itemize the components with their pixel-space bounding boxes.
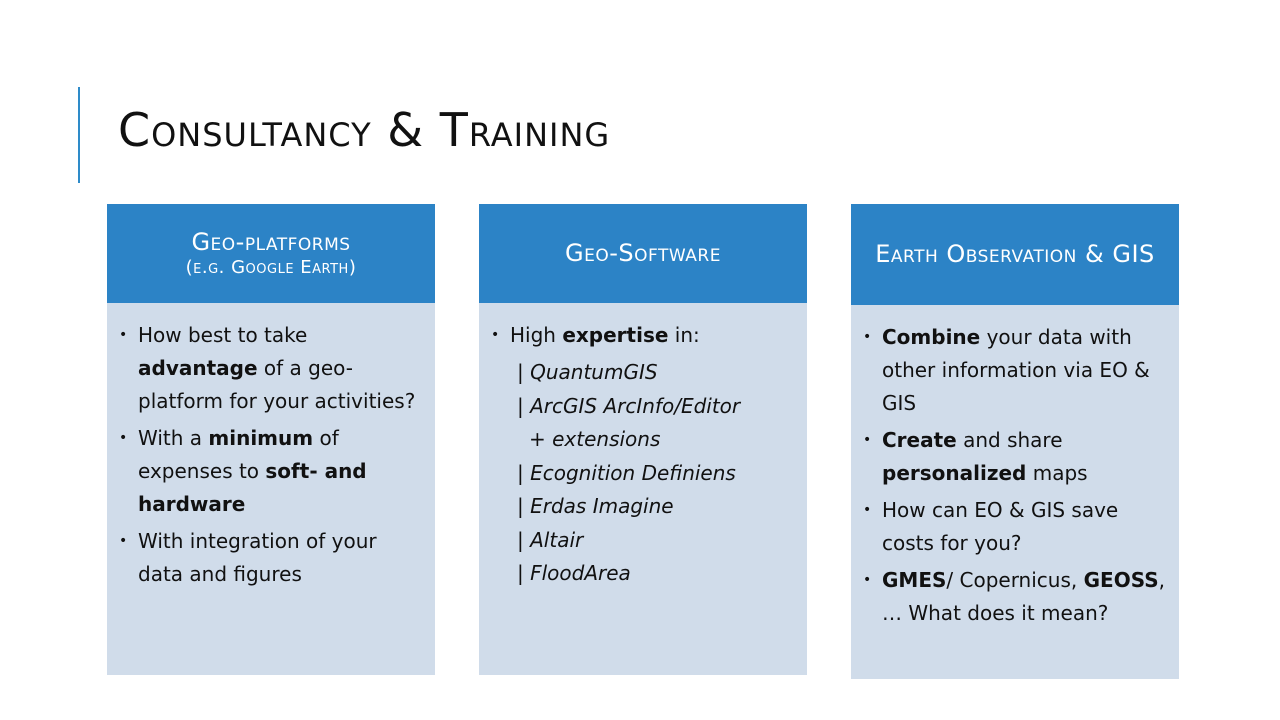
software-name: + extensions <box>529 427 661 451</box>
software-name: Erdas Imagine <box>530 494 674 518</box>
list-item: • With integration of your data and figur… <box>117 525 423 591</box>
software-item: + extensions <box>489 423 795 457</box>
bold-text: GMES <box>882 568 947 592</box>
text-run: High <box>510 323 563 347</box>
card-subheading: (e.g. Google Earth) <box>185 257 357 279</box>
software-name: Ecognition Definiens <box>530 460 736 485</box>
text-run: How best to take <box>138 323 308 347</box>
card-geo-software: Geo-Software • High expertise in: | Quan… <box>479 204 807 675</box>
list-item: • How can EO & GIS save costs for you? <box>861 494 1167 560</box>
software-name: FloodArea <box>530 561 631 585</box>
bold-text: GEOSS <box>1083 568 1159 592</box>
software-name: Altair <box>530 527 584 552</box>
bold-text: Combine <box>882 325 981 349</box>
bullet-icon: • <box>119 533 128 549</box>
text-run: your data with other information via EO … <box>882 325 1150 415</box>
slide-title: Consultancy & Training <box>118 103 611 157</box>
separator: | <box>517 494 531 518</box>
text-run: How can EO & GIS save costs for you? <box>882 498 1119 555</box>
text-run: With a <box>138 426 209 450</box>
card-heading: Earth Observation & GIS <box>875 240 1155 269</box>
software-list: | QuantumGIS | ArcGIS ArcInfo/Editor + ext… <box>489 356 795 591</box>
card-heading: Geo-platforms <box>191 228 351 257</box>
separator: | <box>517 393 531 418</box>
software-item: | QuantumGIS <box>489 356 795 390</box>
text-run: / Copernicus, <box>946 568 1084 592</box>
text-run: maps <box>1026 461 1088 485</box>
bullet-icon: • <box>863 502 872 518</box>
software-name: QuantumGIS <box>530 360 658 384</box>
list-item-text: With a minimum of expenses to soft- and … <box>138 422 423 521</box>
bullet-list: • How best to take advantage of a geo-pla… <box>117 319 423 591</box>
card-body: • Combine your data with other informatio… <box>851 305 1179 679</box>
software-item: | FloodArea <box>489 557 795 591</box>
bullet-icon: • <box>863 432 872 448</box>
list-item-text: GMES/ Copernicus, GEOSS, … What does it … <box>882 564 1167 630</box>
card-body: • High expertise in: | QuantumGIS | ArcGI… <box>479 303 807 675</box>
software-item: | ArcGIS ArcInfo/Editor <box>489 390 795 424</box>
bullet-icon: • <box>863 329 872 345</box>
bold-text: Create <box>882 428 957 452</box>
bullet-icon: • <box>491 327 500 343</box>
bold-text: personalized <box>882 461 1027 485</box>
card-header: Geo-platforms (e.g. Google Earth) <box>107 204 435 303</box>
bold-text: soft- and hardware <box>138 459 367 516</box>
separator: | <box>517 360 531 384</box>
bold-text: minimum <box>208 426 314 450</box>
separator: | <box>517 460 531 485</box>
software-item: | Ecognition Definiens <box>489 457 795 491</box>
text-run: , … What does it mean? <box>882 568 1165 625</box>
bullet-icon: • <box>119 327 128 343</box>
list-item: • How best to take advantage of a geo-pla… <box>117 319 423 418</box>
software-item: | Erdas Imagine <box>489 490 795 524</box>
software-name: ArcGIS ArcInfo/Editor <box>530 393 741 418</box>
bold-text: expertise <box>562 323 669 347</box>
list-item: • With a minimum of expenses to soft- and… <box>117 422 423 521</box>
bullet-list: • Combine your data with other informatio… <box>861 321 1167 630</box>
card-body: • How best to take advantage of a geo-pla… <box>107 303 435 675</box>
bullet-icon: • <box>863 572 872 588</box>
list-item: • GMES/ Copernicus, GEOSS, … What does it… <box>861 564 1167 630</box>
intro-text: High expertise in: <box>510 319 795 352</box>
title-accent-bar <box>78 87 80 183</box>
list-item: • Create and share personalized maps <box>861 424 1167 490</box>
list-item-text: Combine your data with other information… <box>882 321 1167 420</box>
list-item-text: How can EO & GIS save costs for you? <box>882 494 1167 560</box>
separator: | <box>517 561 531 585</box>
bullet-icon: • <box>119 430 128 446</box>
text-run: With integration of your data and figure… <box>138 529 377 586</box>
software-item: | Altair <box>489 524 795 558</box>
card-geo-platforms: Geo-platforms (e.g. Google Earth) • How b… <box>107 204 435 675</box>
list-item-text: With integration of your data and figure… <box>138 525 423 591</box>
list-item: • High expertise in: <box>489 319 795 352</box>
card-heading: Geo-Software <box>565 239 721 268</box>
bold-text: advantage <box>138 356 258 380</box>
list-item: • Combine your data with other informatio… <box>861 321 1167 420</box>
card-header: Geo-Software <box>479 204 807 303</box>
text-run: of expenses to <box>138 426 339 483</box>
text-run: in: <box>668 323 700 347</box>
card-earth-observation: Earth Observation & GIS • Combine your da… <box>851 204 1179 679</box>
text-run: and share <box>956 428 1063 452</box>
list-item-text: How best to take advantage of a geo-plat… <box>138 319 423 418</box>
list-item-text: Create and share personalized maps <box>882 424 1167 490</box>
card-header: Earth Observation & GIS <box>851 204 1179 305</box>
text-run: of a geo-platform for your activities? <box>138 356 416 413</box>
separator: | <box>517 527 531 552</box>
